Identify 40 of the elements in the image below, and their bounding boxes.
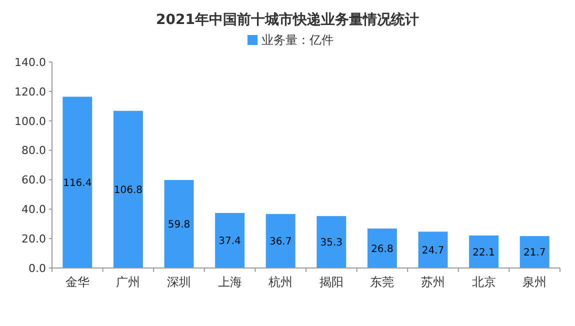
data-label: 24.7 [422,245,444,256]
y-tick-label: 140.0 [14,56,46,69]
y-tick-label: 0.0 [28,262,46,275]
data-label: 116.4 [63,178,92,189]
bar [215,212,245,268]
bar [113,110,143,268]
data-label: 106.8 [114,185,143,196]
x-tick-label: 杭州 [268,275,293,289]
y-tick-label: 100.0 [14,114,46,128]
data-label: 59.8 [168,220,190,231]
bar [418,232,448,268]
chart-title: 2021年中国前十城市快递业务量情况统计 [156,11,419,28]
bar [316,216,346,268]
y-tick-label: 60.0 [22,174,46,187]
bar [164,180,194,268]
x-tick-label: 广州 [116,275,140,289]
bar [520,236,550,268]
x-tick-label: 金华 [65,275,90,289]
x-tick-label: 上海 [218,275,242,289]
bar [266,214,296,268]
data-label: 35.3 [320,238,343,249]
y-tick-label: 40.0 [22,203,46,216]
y-tick-label: 80.0 [22,144,46,158]
data-label: 36.7 [269,236,292,248]
bar [62,96,92,268]
x-tick-label: 北京 [472,275,496,289]
bar [367,228,397,268]
data-label: 22.1 [472,247,495,258]
data-label: 26.8 [371,244,394,255]
x-tick-label: 揭阳 [319,275,344,289]
x-tick-label: 泉州 [522,275,547,289]
x-tick-label: 苏州 [421,275,445,289]
legend-label: 业务量：亿件 [262,33,334,47]
data-label: 21.7 [523,248,546,259]
y-tick-label: 120.0 [14,85,46,98]
x-tick-label: 深圳 [167,275,191,289]
data-label: 37.4 [218,236,241,248]
bar [469,235,499,268]
x-tick-label: 东莞 [370,275,394,289]
y-tick-label: 20.0 [22,232,46,246]
